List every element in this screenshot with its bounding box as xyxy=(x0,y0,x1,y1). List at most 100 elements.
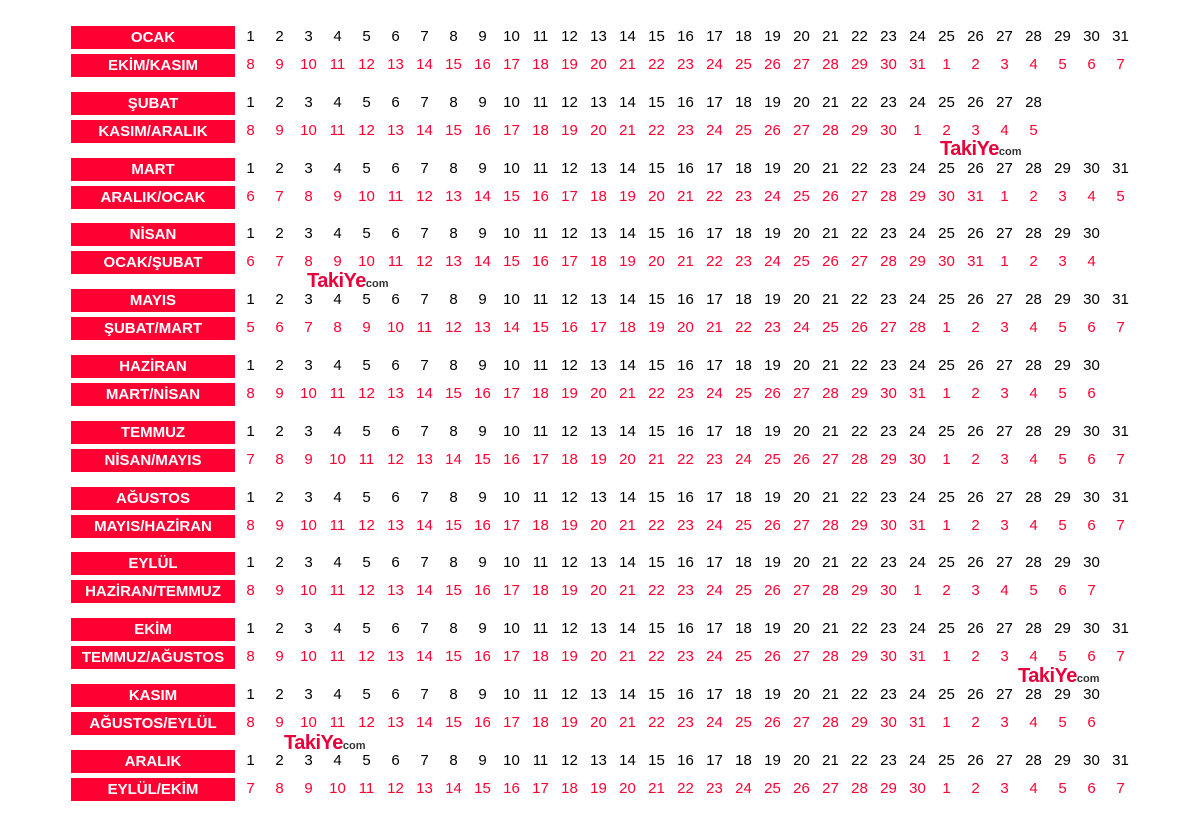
due-day-cell: 11 xyxy=(329,385,346,402)
day-cell: 27 xyxy=(996,93,1013,111)
day-cell: 6 xyxy=(391,554,400,572)
due-day-cell: 2 xyxy=(971,450,980,468)
due-day-cell: 27 xyxy=(793,516,810,534)
due-day-cell: 20 xyxy=(590,56,607,73)
due-day-cell: 20 xyxy=(590,385,607,402)
day-cell: 25 xyxy=(938,488,955,506)
due-day-cell: 27 xyxy=(822,450,839,468)
due-day-cell: 28 xyxy=(851,450,868,468)
due-day-cell: 25 xyxy=(735,648,752,666)
day-cell: 29 xyxy=(1054,225,1071,243)
due-day-cell: 26 xyxy=(764,121,781,139)
due-day-cell: 19 xyxy=(561,385,578,402)
day-cell: 18 xyxy=(735,686,752,703)
day-cell: 28 xyxy=(1025,159,1042,177)
day-cell: 19 xyxy=(764,488,781,506)
day-cell: 19 xyxy=(764,225,781,243)
day-cell: 20 xyxy=(793,225,810,243)
due-day-cell: 14 xyxy=(445,779,462,797)
due-day-cell: 17 xyxy=(532,450,549,468)
day-cell: 26 xyxy=(967,620,984,638)
day-cell: 3 xyxy=(304,686,313,703)
month-row: ARALIK 1 2 3 4 5 6 7 8 9 10 11 12 13 14 15 16 17 18 19 20 21 2… xyxy=(71,749,1135,773)
due-day-cell: 13 xyxy=(387,582,404,600)
due-day-cell: 22 xyxy=(706,187,723,205)
day-cell: 25 xyxy=(938,620,955,638)
due-day-cell: 2 xyxy=(971,56,980,73)
due-row-label: NİSAN/MAYIS xyxy=(71,448,235,472)
day-cell: 29 xyxy=(1054,686,1071,703)
day-cell: 30 xyxy=(1083,225,1100,243)
day-cell: 7 xyxy=(420,357,429,374)
due-day-cell: 31 xyxy=(909,385,926,402)
day-cell: 17 xyxy=(706,422,723,440)
due-day-cell: 13 xyxy=(416,779,433,797)
day-cell: 30 xyxy=(1083,357,1100,374)
due-day-cell: 10 xyxy=(300,385,317,402)
due-day-cell: 26 xyxy=(793,779,810,797)
due-day-cell: 17 xyxy=(503,516,520,534)
day-cell: 10 xyxy=(503,554,520,572)
due-day-cell: 22 xyxy=(648,56,665,73)
due-day-cell: 20 xyxy=(619,779,636,797)
day-cell: 30 xyxy=(1083,554,1100,572)
due-day-cell: 2 xyxy=(942,121,951,139)
day-cell: 29 xyxy=(1054,620,1071,638)
due-day-cell: 11 xyxy=(387,253,404,271)
day-cell: 1 xyxy=(246,159,255,177)
day-cell: 8 xyxy=(449,159,458,177)
due-day-cell: 8 xyxy=(246,582,255,600)
due-day-cell: 30 xyxy=(938,187,955,205)
month-row: EKİM 1 2 3 4 5 6 7 8 9 10 11 12 13 14 15 16 17 18 19 20 21 22 2… xyxy=(71,618,1135,642)
day-cell: 12 xyxy=(561,225,578,243)
due-day-cell: 1 xyxy=(942,516,951,534)
day-cell: 5 xyxy=(362,620,371,638)
due-day-cell: 15 xyxy=(445,648,462,666)
day-cell: 27 xyxy=(996,686,1013,703)
month-row-label: EKİM xyxy=(71,618,235,642)
day-cell: 31 xyxy=(1112,620,1129,638)
day-cell: 2 xyxy=(275,357,284,374)
due-day-cell: 24 xyxy=(706,516,723,534)
due-day-cell: 20 xyxy=(590,648,607,666)
due-day-cell: 12 xyxy=(358,648,375,666)
due-day-cell: 23 xyxy=(677,648,694,666)
due-day-cell: 28 xyxy=(880,253,897,271)
day-cell: 12 xyxy=(561,488,578,506)
due-day-cell: 29 xyxy=(851,516,868,534)
day-cell: 17 xyxy=(706,686,723,703)
due-day-cell: 13 xyxy=(387,516,404,534)
month-row: MART 1 2 3 4 5 6 7 8 9 10 11 12 13 14 15 16 17 18 19 20 21 22 2… xyxy=(71,157,1135,181)
day-cell: 13 xyxy=(590,159,607,177)
due-day-cell: 11 xyxy=(358,779,375,797)
due-day-cell: 23 xyxy=(706,779,723,797)
due-day-cell: 9 xyxy=(304,450,313,468)
due-day-cell: 27 xyxy=(793,121,810,139)
due-row: EKİM/KASIM 8 9 10 11 12 13 14 15 16 17 18 19 20 21 22 23… xyxy=(71,54,1135,77)
due-day-cell: 18 xyxy=(532,121,549,139)
due-day-cell: 13 xyxy=(445,187,462,205)
due-day-cell: 10 xyxy=(300,648,317,666)
due-day-cell: 26 xyxy=(822,187,839,205)
due-day-cell: 1 xyxy=(942,648,951,666)
due-day-cell: 6 xyxy=(1087,714,1096,731)
day-cell: 18 xyxy=(735,28,752,45)
day-cell: 3 xyxy=(304,751,313,769)
due-day-cell: 10 xyxy=(387,319,404,337)
day-cell: 23 xyxy=(880,93,897,111)
day-cell: 1 xyxy=(246,554,255,572)
month-row-label: TEMMUZ xyxy=(71,420,235,444)
due-day-cell: 24 xyxy=(706,121,723,139)
day-cell: 19 xyxy=(764,554,781,572)
due-day-cell: 23 xyxy=(677,582,694,600)
day-cell: 16 xyxy=(677,159,694,177)
due-day-cell: 8 xyxy=(246,56,255,73)
due-day-cell: 1 xyxy=(942,779,951,797)
day-cell: 24 xyxy=(909,686,926,703)
day-cell: 6 xyxy=(391,620,400,638)
due-day-cell: 23 xyxy=(677,56,694,73)
due-day-cell: 6 xyxy=(1087,779,1096,797)
day-cell: 20 xyxy=(793,620,810,638)
due-day-cell: 9 xyxy=(275,582,284,600)
due-day-cell: 18 xyxy=(619,319,636,337)
